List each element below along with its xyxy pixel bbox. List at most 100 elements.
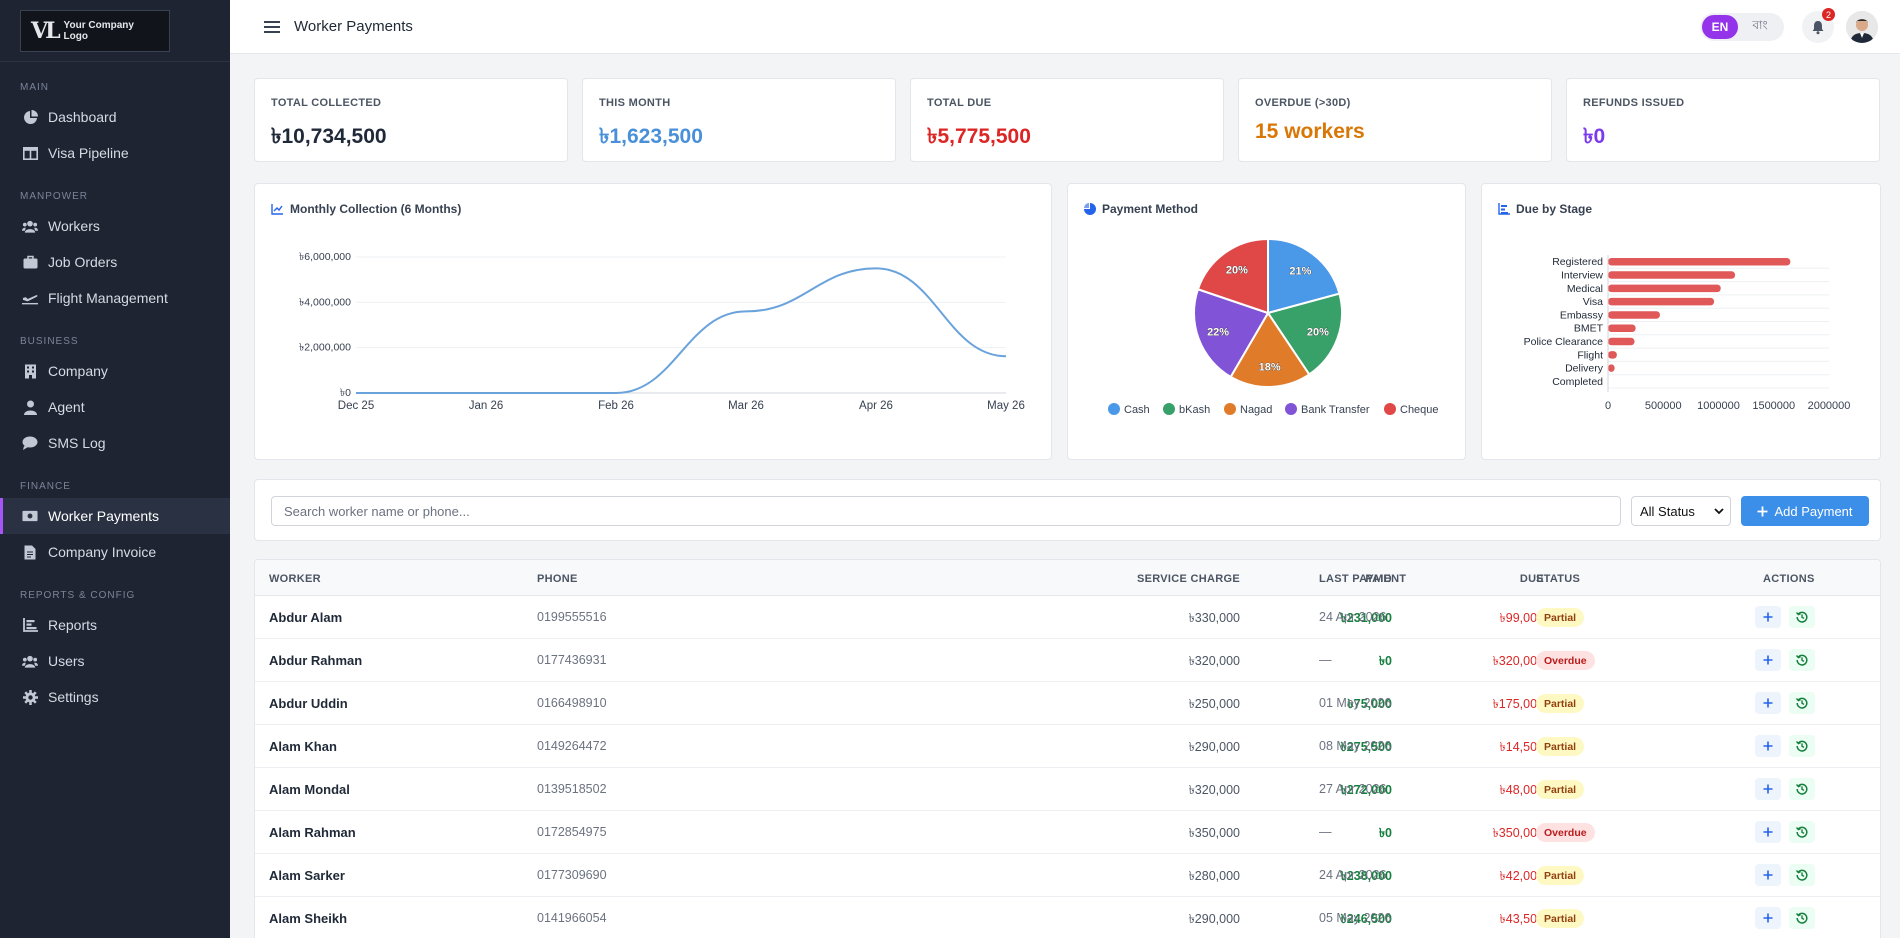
add-payment-row-button[interactable]	[1755, 778, 1781, 800]
sidebar-item-dashboard[interactable]: Dashboard	[0, 99, 230, 135]
pie-slice-cheque[interactable]	[1196, 237, 1269, 315]
add-payment-row-button[interactable]	[1755, 606, 1781, 628]
logo-mark: VL	[31, 17, 60, 44]
payment-history-button[interactable]	[1789, 907, 1815, 929]
col-worker[interactable]: WORKER	[269, 573, 321, 585]
col-paid[interactable]: PAID	[1365, 573, 1392, 585]
status-badge: Overdue	[1536, 651, 1595, 670]
payments-table: WORKER PHONE SERVICE CHARGE PAID DUE LAS…	[254, 559, 1881, 938]
sidebar-item-reports[interactable]: Reports	[0, 607, 230, 643]
sidebar-item-settings[interactable]: Settings	[0, 679, 230, 715]
pie-slice-nagad[interactable]	[1229, 311, 1311, 388]
plus-icon	[1763, 913, 1773, 923]
table-row[interactable]: Abdur Uddin 0166498910 ৳250,000 ৳75,000 ৳175…	[255, 682, 1880, 725]
stage-bar[interactable]	[1608, 351, 1617, 359]
stat-label: TOTAL DUE	[927, 97, 992, 109]
stage-bar[interactable]	[1608, 284, 1721, 293]
stat-value: ৳1,623,500	[599, 125, 703, 148]
company-logo[interactable]: VL Your Company Logo	[20, 9, 170, 52]
sidebar-item-label: Agent	[48, 399, 85, 415]
add-payment-row-button[interactable]	[1755, 735, 1781, 757]
history-icon	[1796, 697, 1808, 709]
legend-swatch	[1224, 403, 1236, 415]
sidebar-item-label: Company	[48, 363, 108, 379]
worker-name: Abdur Rahman	[269, 653, 363, 668]
table-row[interactable]: Alam Sarker 0177309690 ৳280,000 ৳238,000 ৳42…	[255, 854, 1880, 897]
add-payment-button[interactable]: Add Payment	[1741, 496, 1869, 526]
legend-label[interactable]: Bank Transfer	[1301, 404, 1370, 416]
menu-toggle-icon[interactable]	[264, 20, 280, 33]
add-payment-row-button[interactable]	[1755, 821, 1781, 843]
table-row[interactable]: Abdur Rahman 0177436931 ৳320,000 ৳0 ৳320,000…	[255, 639, 1880, 682]
stat-card-total-collected: TOTAL COLLECTED ৳10,734,500	[254, 78, 568, 162]
payment-history-button[interactable]	[1789, 649, 1815, 671]
x-tick-label: May 26	[987, 400, 1025, 412]
payment-history-button[interactable]	[1789, 864, 1815, 886]
table-row[interactable]: Abdur Alam 0199555516 ৳330,000 ৳231,000 ৳99,…	[255, 596, 1880, 639]
sidebar-item-company[interactable]: Company	[0, 353, 230, 389]
payment-history-button[interactable]	[1789, 821, 1815, 843]
language-toggle[interactable]: EN বাং	[1700, 13, 1784, 41]
sidebar-item-job-orders[interactable]: Job Orders	[0, 244, 230, 280]
legend-label[interactable]: bKash	[1179, 404, 1210, 416]
table-row[interactable]: Alam Mondal 0139518502 ৳320,000 ৳272,000 ৳48…	[255, 768, 1880, 811]
stat-value: ৳5,775,500	[927, 125, 1031, 148]
monthly-collection-card: Monthly Collection (6 Months) ৳0 ৳2,000,0…	[254, 183, 1052, 460]
pie-slice-bkash[interactable]	[1266, 292, 1343, 376]
notifications-button[interactable]: 2	[1802, 8, 1835, 43]
payment-history-button[interactable]	[1789, 692, 1815, 714]
search-input[interactable]	[271, 496, 1621, 526]
status-badge: Partial	[1536, 866, 1585, 885]
add-payment-row-button[interactable]	[1755, 692, 1781, 714]
sidebar-item-visa-pipeline[interactable]: Visa Pipeline	[0, 135, 230, 171]
stage-bar[interactable]	[1608, 324, 1636, 333]
file-icon	[22, 544, 38, 560]
sidebar-item-company-invoice[interactable]: Company Invoice	[0, 534, 230, 570]
y-tick-label: ৳6,000,000	[299, 251, 351, 263]
sidebar-item-agent[interactable]: Agent	[0, 389, 230, 425]
payment-method-title-text: Payment Method	[1102, 202, 1199, 216]
payment-history-button[interactable]	[1789, 735, 1815, 757]
payment-history-button[interactable]	[1789, 778, 1815, 800]
pie-slice-bank-transfer[interactable]	[1193, 287, 1270, 379]
sidebar-item-worker-payments[interactable]: Worker Payments	[0, 498, 230, 534]
col-phone[interactable]: PHONE	[537, 573, 578, 585]
stage-bar[interactable]	[1608, 337, 1635, 346]
paid-amount: ৳238,000	[1340, 869, 1392, 883]
add-payment-row-button[interactable]	[1755, 864, 1781, 886]
stage-bar[interactable]	[1608, 271, 1736, 279]
status-filter-select[interactable]: All Status	[1631, 496, 1731, 526]
add-payment-row-button[interactable]	[1755, 907, 1781, 929]
col-due[interactable]: DUE	[1519, 573, 1544, 585]
sidebar-item-users[interactable]: Users	[0, 643, 230, 679]
legend-label[interactable]: Cheque	[1400, 404, 1439, 416]
monthly-collection-title-text: Monthly Collection (6 Months)	[290, 202, 462, 216]
table-row[interactable]: Alam Rahman 0172854975 ৳350,000 ৳0 ৳350,000 —…	[255, 811, 1880, 854]
paid-amount: ৳272,000	[1340, 783, 1392, 797]
col-service-charge[interactable]: SERVICE CHARGE	[1136, 573, 1240, 585]
col-last-payment[interactable]: LAST PAYMENT	[1319, 573, 1407, 585]
pie-slice-cash[interactable]	[1267, 237, 1341, 315]
user-icon	[22, 399, 38, 415]
stage-bar[interactable]	[1608, 364, 1615, 372]
add-payment-row-button[interactable]	[1755, 649, 1781, 671]
sidebar-item-flight-management[interactable]: Flight Management	[0, 280, 230, 316]
table-row[interactable]: Alam Sheikh 0141966054 ৳290,000 ৳246,500 ৳43…	[255, 897, 1880, 938]
worker-phone: 0149264472	[537, 739, 607, 753]
stage-bar[interactable]	[1608, 297, 1715, 306]
stage-bar[interactable]	[1608, 258, 1791, 266]
lang-en-option[interactable]: EN	[1702, 15, 1738, 39]
payment-history-button[interactable]	[1789, 606, 1815, 628]
stage-bar[interactable]	[1608, 311, 1660, 319]
sidebar-item-workers[interactable]: Workers	[0, 208, 230, 244]
stage-label: Flight	[1577, 349, 1603, 361]
nav-section-heading: MAIN	[20, 82, 49, 93]
legend-label[interactable]: Cash	[1124, 404, 1150, 416]
lang-bn-option[interactable]: বাং	[1752, 18, 1768, 32]
legend-label[interactable]: Nagad	[1240, 404, 1272, 416]
table-row[interactable]: Alam Khan 0149264472 ৳290,000 ৳275,500 ৳14,5…	[255, 725, 1880, 768]
col-status[interactable]: STATUS	[1536, 573, 1581, 585]
last-payment-date: 08 May 2026	[1319, 739, 1392, 753]
sidebar-item-sms-log[interactable]: SMS Log	[0, 425, 230, 461]
user-avatar[interactable]	[1846, 11, 1878, 43]
